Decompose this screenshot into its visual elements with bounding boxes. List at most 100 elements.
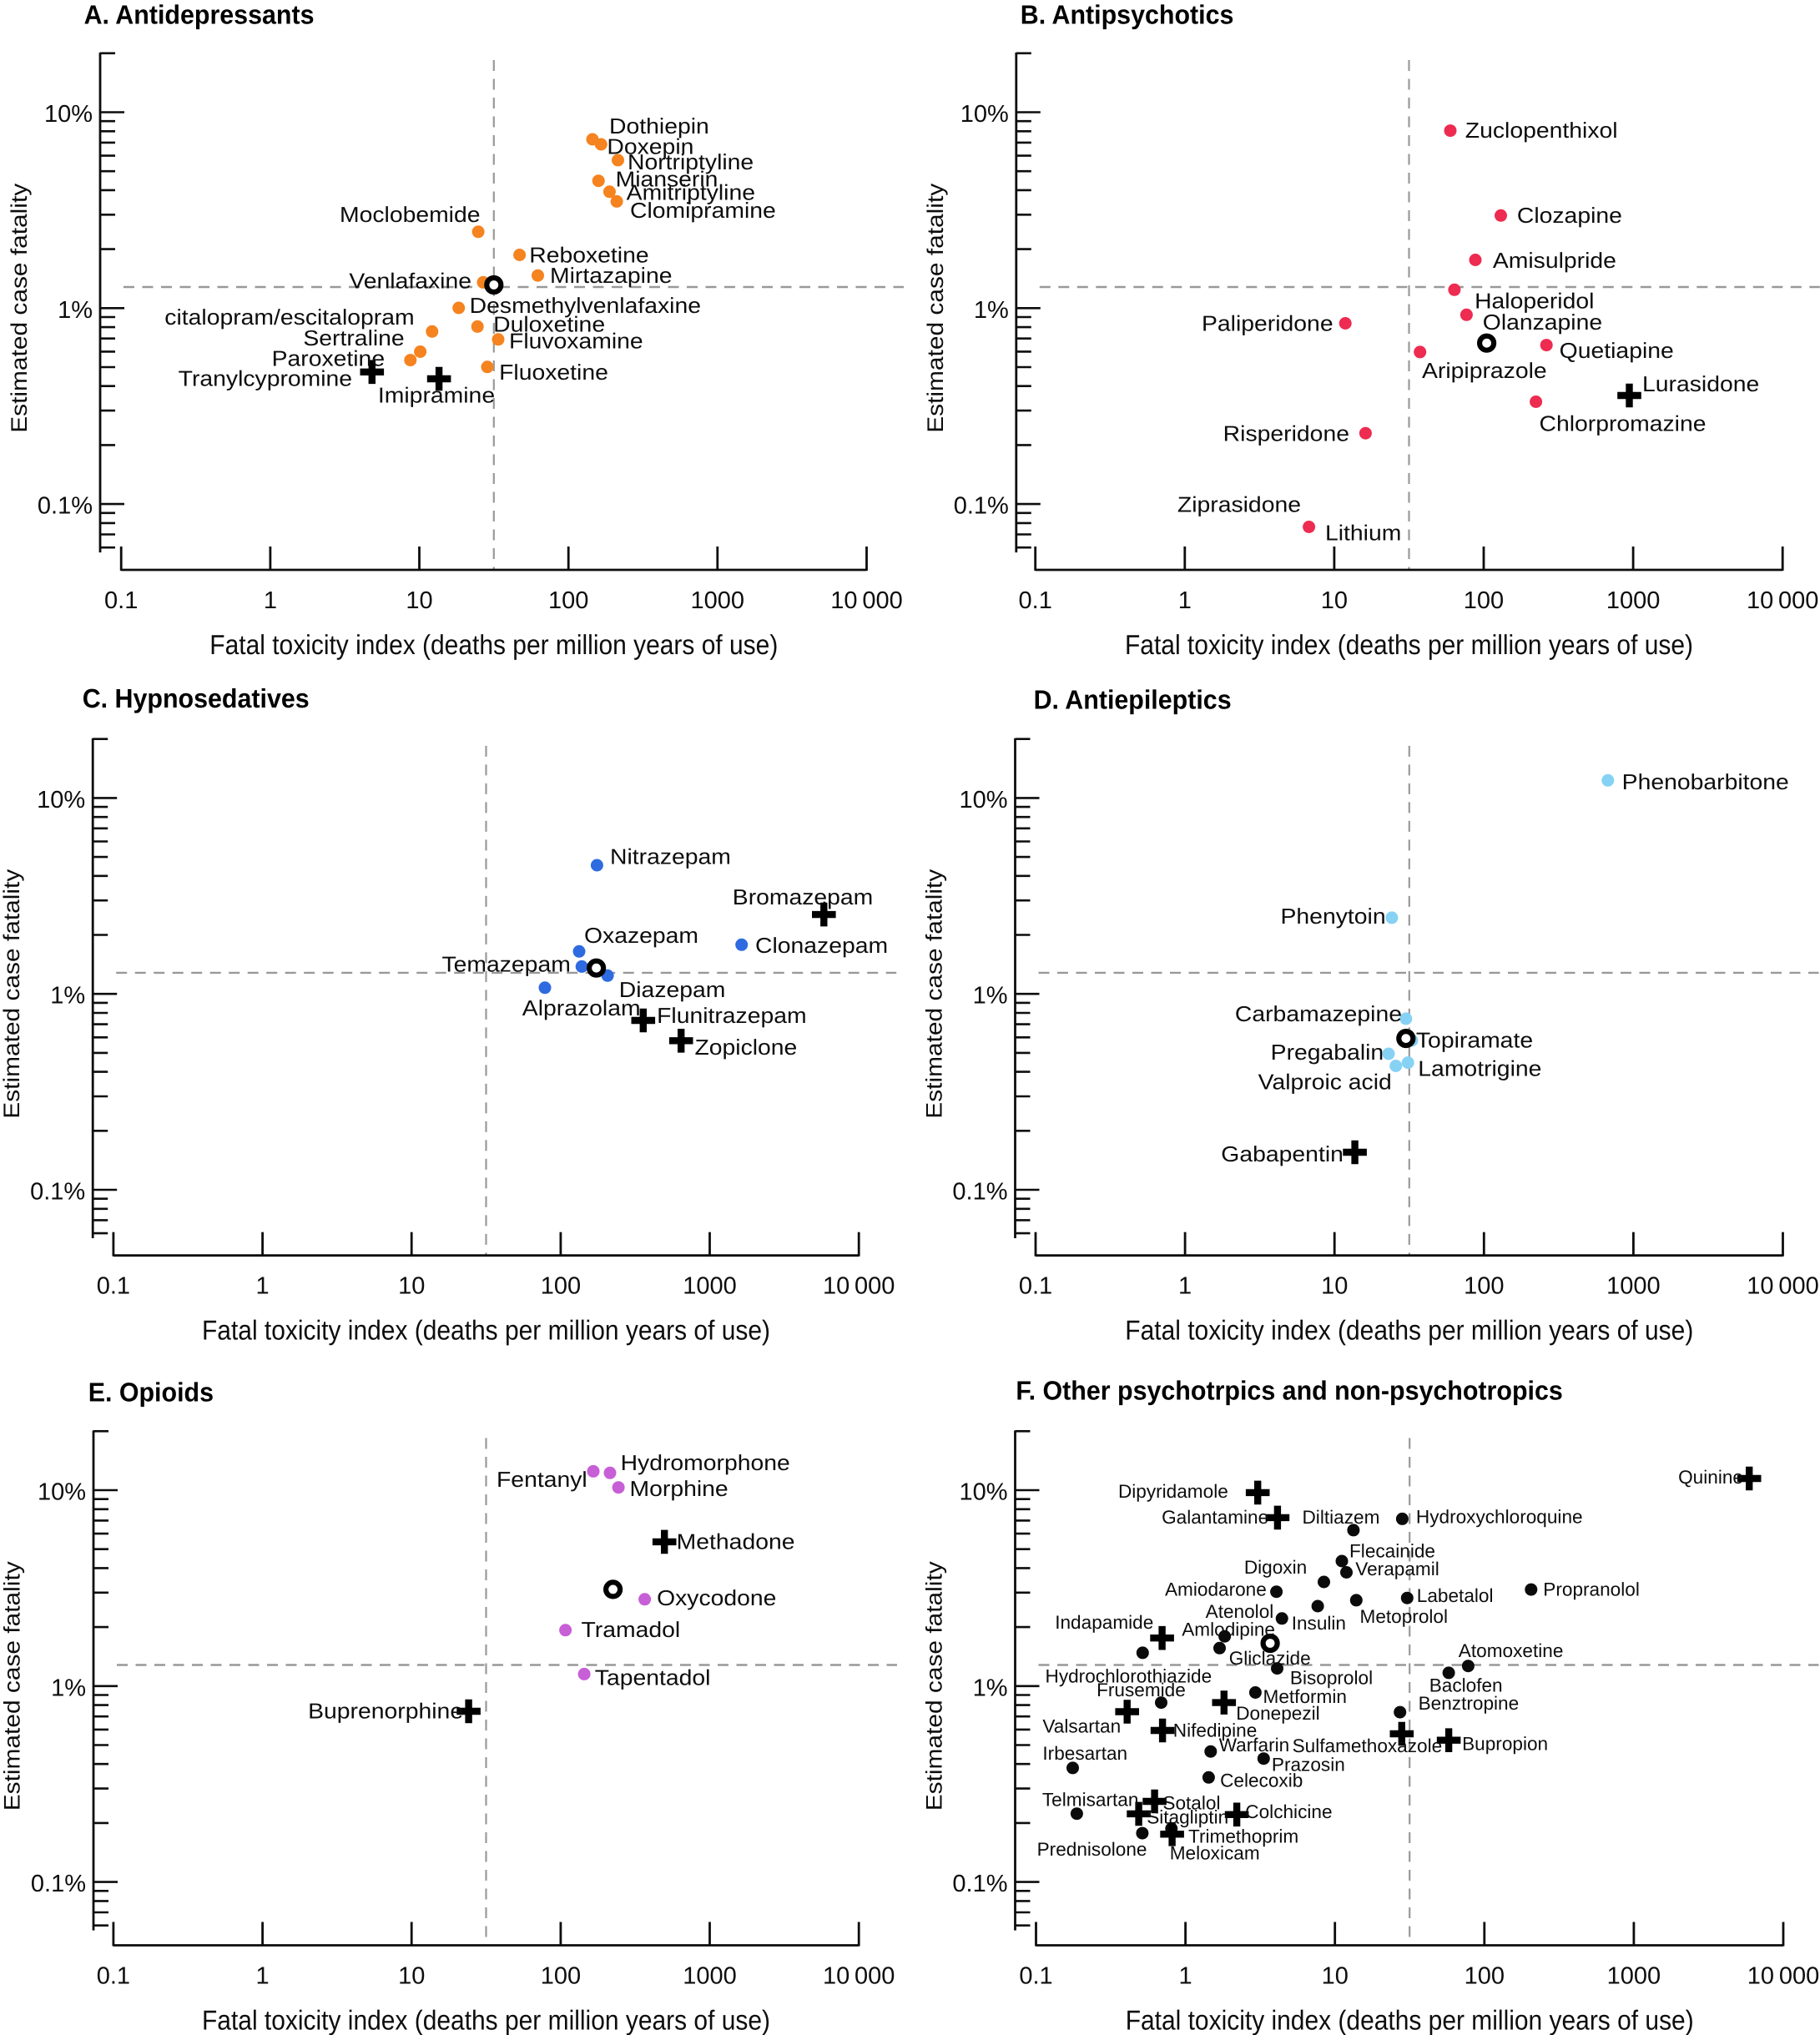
svg-text:Insulin: Insulin [1292, 1613, 1346, 1634]
svg-text:10%: 10% [959, 787, 1007, 813]
svg-text:Quetiapine: Quetiapine [1560, 338, 1674, 363]
svg-text:100: 100 [541, 1963, 581, 1990]
svg-text:10%: 10% [960, 101, 1009, 128]
svg-text:E. Opioids: E. Opioids [88, 1378, 214, 1408]
svg-text:Prazosin: Prazosin [1272, 1754, 1345, 1775]
svg-text:Paroxetine: Paroxetine [272, 346, 386, 371]
svg-text:10%: 10% [959, 1479, 1007, 1506]
svg-text:0.1: 0.1 [104, 587, 138, 614]
svg-text:Fluvoxamine: Fluvoxamine [509, 329, 643, 354]
svg-text:10 000: 10 000 [1747, 587, 1818, 614]
svg-text:Baclofen: Baclofen [1429, 1675, 1503, 1696]
svg-text:0.1: 0.1 [97, 1963, 130, 1990]
svg-text:C. Hypnosedatives: C. Hypnosedatives [83, 683, 310, 713]
svg-text:0.1%: 0.1% [952, 1179, 1007, 1206]
svg-text:Lurasidone: Lurasidone [1642, 371, 1759, 396]
svg-text:Amisulpride: Amisulpride [1493, 248, 1616, 273]
svg-text:Clozapine: Clozapine [1517, 203, 1622, 228]
svg-text:Flunitrazepam: Flunitrazepam [657, 1003, 807, 1028]
svg-text:Lamotrigine: Lamotrigine [1418, 1055, 1541, 1080]
svg-text:1: 1 [264, 587, 277, 614]
svg-text:Fatal toxicity index (deaths p: Fatal toxicity index (deaths per million… [209, 629, 778, 660]
svg-text:10 000: 10 000 [1747, 1273, 1818, 1300]
svg-text:Verapamil: Verapamil [1355, 1559, 1439, 1579]
svg-text:Fatal toxicity index (deaths p: Fatal toxicity index (deaths per million… [1125, 1315, 1693, 1346]
svg-text:10: 10 [398, 1273, 425, 1300]
svg-text:0.1%: 0.1% [954, 493, 1009, 520]
svg-text:Bisoprolol: Bisoprolol [1290, 1668, 1373, 1689]
svg-text:10: 10 [398, 1963, 425, 1990]
svg-text:10%: 10% [37, 787, 85, 813]
svg-text:Paliperidone: Paliperidone [1202, 311, 1333, 336]
svg-text:Clomipramine: Clomipramine [630, 198, 776, 223]
svg-text:1: 1 [256, 1963, 270, 1990]
svg-text:Pregabalin: Pregabalin [1271, 1040, 1384, 1065]
svg-text:Methadone: Methadone [677, 1529, 795, 1554]
svg-text:Propranolol: Propranolol [1543, 1579, 1640, 1599]
svg-text:Hydrochlorothiazide: Hydrochlorothiazide [1046, 1666, 1212, 1687]
svg-text:Bupropion: Bupropion [1462, 1733, 1548, 1754]
svg-text:100: 100 [1464, 1273, 1504, 1300]
svg-text:10: 10 [1322, 1963, 1349, 1990]
svg-text:Amiodarone: Amiodarone [1165, 1579, 1267, 1599]
svg-text:Sotalol: Sotalol [1162, 1792, 1220, 1813]
svg-text:0.1%: 0.1% [30, 1179, 85, 1206]
svg-text:Clonazepam: Clonazepam [755, 933, 888, 958]
svg-text:Tramadol: Tramadol [582, 1617, 681, 1642]
svg-text:10 000: 10 000 [830, 587, 902, 614]
svg-text:Labetalol: Labetalol [1417, 1585, 1494, 1606]
svg-text:Dipyridamole: Dipyridamole [1118, 1481, 1228, 1502]
svg-text:Topiramate: Topiramate [1416, 1028, 1533, 1053]
svg-text:0.1: 0.1 [1019, 1963, 1052, 1990]
svg-text:Risperidone: Risperidone [1223, 421, 1349, 446]
svg-text:Hydromorphone: Hydromorphone [621, 1450, 790, 1475]
svg-text:Oxycodone: Oxycodone [657, 1585, 776, 1610]
svg-text:Mirtazapine: Mirtazapine [550, 263, 673, 288]
svg-text:Warfarin: Warfarin [1219, 1735, 1290, 1755]
svg-text:Hydroxychloroquine: Hydroxychloroquine [1416, 1506, 1583, 1527]
svg-text:Sulfamethoxazole: Sulfamethoxazole [1293, 1735, 1443, 1756]
svg-text:Irbesartan: Irbesartan [1042, 1743, 1127, 1764]
svg-text:Gabapentin: Gabapentin [1221, 1141, 1344, 1166]
svg-text:1%: 1% [58, 297, 93, 324]
svg-text:1: 1 [1179, 1963, 1192, 1990]
svg-text:Frusemide: Frusemide [1097, 1680, 1186, 1700]
svg-text:Phenobarbitone: Phenobarbitone [1622, 769, 1789, 794]
svg-text:10 000: 10 000 [1747, 1963, 1819, 1990]
svg-text:Valproic acid: Valproic acid [1258, 1069, 1392, 1094]
svg-text:1: 1 [1178, 1273, 1192, 1300]
svg-text:Phenytoin: Phenytoin [1281, 904, 1386, 929]
svg-text:1%: 1% [973, 1675, 1008, 1701]
svg-text:1: 1 [256, 1273, 270, 1300]
svg-text:Gliclazide: Gliclazide [1229, 1648, 1311, 1669]
svg-text:10: 10 [1321, 1273, 1348, 1300]
svg-text:1%: 1% [50, 983, 85, 1010]
svg-text:100: 100 [1464, 587, 1504, 614]
svg-text:Ziprasidone: Ziprasidone [1177, 491, 1301, 516]
svg-text:Diltiazem: Diltiazem [1302, 1507, 1379, 1528]
svg-text:1%: 1% [974, 297, 1009, 324]
svg-text:Zuclopenthixol: Zuclopenthixol [1465, 118, 1618, 143]
svg-text:Chlorpromazine: Chlorpromazine [1540, 411, 1707, 436]
svg-text:Temazepam: Temazepam [442, 951, 571, 976]
svg-text:Olanzapine: Olanzapine [1483, 310, 1602, 335]
svg-text:Donepezil: Donepezil [1236, 1703, 1319, 1724]
svg-text:Estimated case fatality: Estimated case fatality [0, 1561, 25, 1811]
svg-text:Sertraline: Sertraline [303, 325, 404, 350]
svg-text:100: 100 [548, 587, 588, 614]
svg-text:10 000: 10 000 [823, 1273, 895, 1300]
svg-text:10: 10 [406, 587, 432, 614]
svg-text:Zopiclone: Zopiclone [695, 1035, 798, 1060]
svg-text:Haloperidol: Haloperidol [1475, 288, 1594, 313]
svg-text:Trimethoprim: Trimethoprim [1188, 1826, 1298, 1847]
svg-text:Estimated case fatality: Estimated case fatality [0, 869, 24, 1119]
svg-text:Dothiepin: Dothiepin [609, 113, 709, 139]
svg-text:Estimated case fatality: Estimated case fatality [922, 1561, 947, 1811]
svg-text:Oxazepam: Oxazepam [584, 923, 698, 948]
svg-text:Digoxin: Digoxin [1244, 1557, 1307, 1578]
svg-text:Metformin: Metformin [1263, 1686, 1347, 1707]
svg-text:Lithium: Lithium [1325, 520, 1401, 545]
svg-text:0.1: 0.1 [1019, 1273, 1052, 1300]
svg-text:Estimated case fatality: Estimated case fatality [7, 183, 32, 433]
svg-text:Nifedipine: Nifedipine [1173, 1720, 1257, 1740]
